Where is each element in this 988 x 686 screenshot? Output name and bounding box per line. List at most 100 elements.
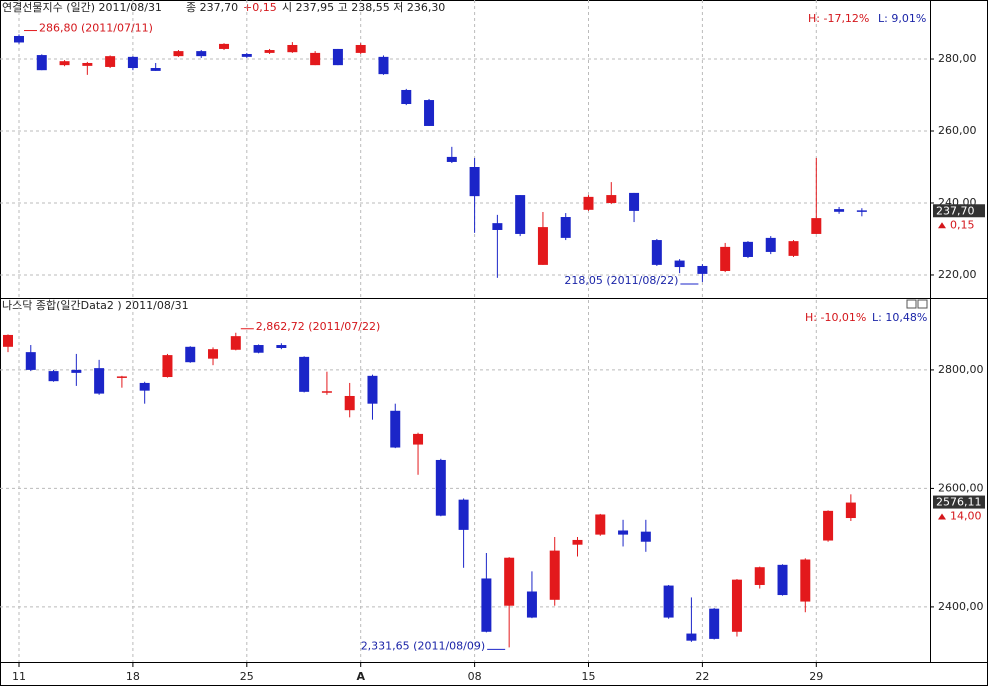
candle-body xyxy=(446,156,457,162)
candle-body xyxy=(663,585,674,618)
candle-body xyxy=(150,68,161,71)
low-pct-label: L: 9,01% xyxy=(878,12,926,25)
candle-body xyxy=(71,369,82,373)
change-arrow xyxy=(938,222,946,229)
candle-body xyxy=(481,578,492,632)
y-tick-label: 280,00 xyxy=(938,52,977,65)
candle-body xyxy=(651,240,662,265)
candle-body xyxy=(219,43,230,49)
candle-body xyxy=(59,61,70,66)
candle-body xyxy=(686,633,697,641)
low-annotation: 218,05 (2011/08/22) xyxy=(564,274,678,287)
x-tick-label: 25 xyxy=(240,670,254,683)
last-price: 237,70 xyxy=(936,204,975,217)
y-tick-label: 2600,00 xyxy=(938,481,984,494)
candle-body xyxy=(811,218,822,234)
candle-body xyxy=(94,368,105,394)
candle-body xyxy=(765,237,776,252)
candle-body xyxy=(196,51,207,57)
candle-body xyxy=(800,559,811,602)
candle-body xyxy=(823,510,834,541)
candle-body xyxy=(241,53,252,57)
candle-body xyxy=(127,56,138,69)
candle-body xyxy=(253,345,264,353)
candle-body xyxy=(640,531,651,542)
candle-body xyxy=(344,395,355,411)
candle-body xyxy=(401,89,412,105)
candle-body xyxy=(595,514,606,535)
candle-body xyxy=(515,195,526,234)
bottom-title: 나스닥 종합(일간Data2 ) 2011/08/31 xyxy=(2,298,189,312)
candle-body xyxy=(3,334,13,347)
candle-body xyxy=(709,608,720,639)
candle-body xyxy=(321,391,332,393)
x-tick-label: 08 xyxy=(468,670,482,683)
candle-body xyxy=(435,459,446,516)
candle-body xyxy=(276,345,287,348)
panel-close[interactable] xyxy=(917,299,928,309)
candle-body xyxy=(583,196,594,210)
candle-body xyxy=(424,100,435,126)
candle-body xyxy=(367,375,378,404)
candle-body xyxy=(25,352,36,370)
candle-body xyxy=(606,195,617,203)
ohlc-label: 시 237,95 고 238,55 저 236,30 xyxy=(282,1,445,14)
x-tick-label: A xyxy=(356,670,365,683)
candle-body xyxy=(504,557,515,606)
last-change: 14,00 xyxy=(950,510,982,523)
low-annotation: 2,331,65 (2011/08/09) xyxy=(361,639,485,652)
candle-body xyxy=(162,355,173,378)
high-annotation: 2,862,72 (2011/07/22) xyxy=(256,320,380,333)
candle-body xyxy=(413,433,424,445)
candle-body xyxy=(526,591,537,618)
candle-body xyxy=(48,371,59,382)
candle-body xyxy=(185,346,196,363)
top-title: 연결선물지수 (일간) 2011/08/31 xyxy=(2,0,162,14)
high-annotation: 286,80 (2011/07/11) xyxy=(39,22,153,35)
candle-body xyxy=(777,564,788,596)
candle-body xyxy=(173,51,184,57)
candle-body xyxy=(208,349,219,359)
last-price: 2576,11 xyxy=(936,496,982,509)
candle-body xyxy=(720,246,731,272)
candle-body xyxy=(105,56,116,67)
last-price-box xyxy=(933,495,985,509)
candle-body xyxy=(560,217,571,238)
candle-body xyxy=(355,44,366,53)
candle-body xyxy=(788,241,799,256)
candle-body xyxy=(629,192,640,211)
candle-body xyxy=(742,241,753,257)
candle-body xyxy=(230,336,241,350)
change-arrow xyxy=(938,513,946,520)
y-tick-label: 260,00 xyxy=(938,124,977,137)
candle-body xyxy=(36,55,47,71)
candle-body xyxy=(731,579,742,632)
candle-body xyxy=(618,530,629,535)
candle-body xyxy=(856,210,867,212)
y-tick-label: 2400,00 xyxy=(938,600,984,613)
candle-body xyxy=(82,62,93,66)
x-tick-label: 29 xyxy=(809,670,823,683)
x-tick-label: 18 xyxy=(126,670,140,683)
candle-body xyxy=(537,227,548,265)
panel-icon[interactable] xyxy=(906,299,917,309)
candle-body xyxy=(469,166,480,197)
candle-body xyxy=(139,382,150,391)
last-change: 0,15 xyxy=(950,218,975,231)
candle-body xyxy=(116,376,127,378)
candle-body xyxy=(674,260,685,268)
high-pct-label: H: -17,12% xyxy=(808,12,869,25)
candle-body xyxy=(390,410,401,448)
candle-body xyxy=(299,356,310,392)
candle-body xyxy=(264,50,275,53)
x-tick-label: 22 xyxy=(695,670,709,683)
candle-body xyxy=(287,44,298,53)
candle-body xyxy=(378,56,389,75)
candle-body xyxy=(834,209,845,212)
y-tick-label: 2800,00 xyxy=(938,363,984,376)
candle-body xyxy=(549,550,560,600)
high-pct-label: H: -10,01% xyxy=(805,311,866,324)
last-price-box xyxy=(933,204,985,218)
